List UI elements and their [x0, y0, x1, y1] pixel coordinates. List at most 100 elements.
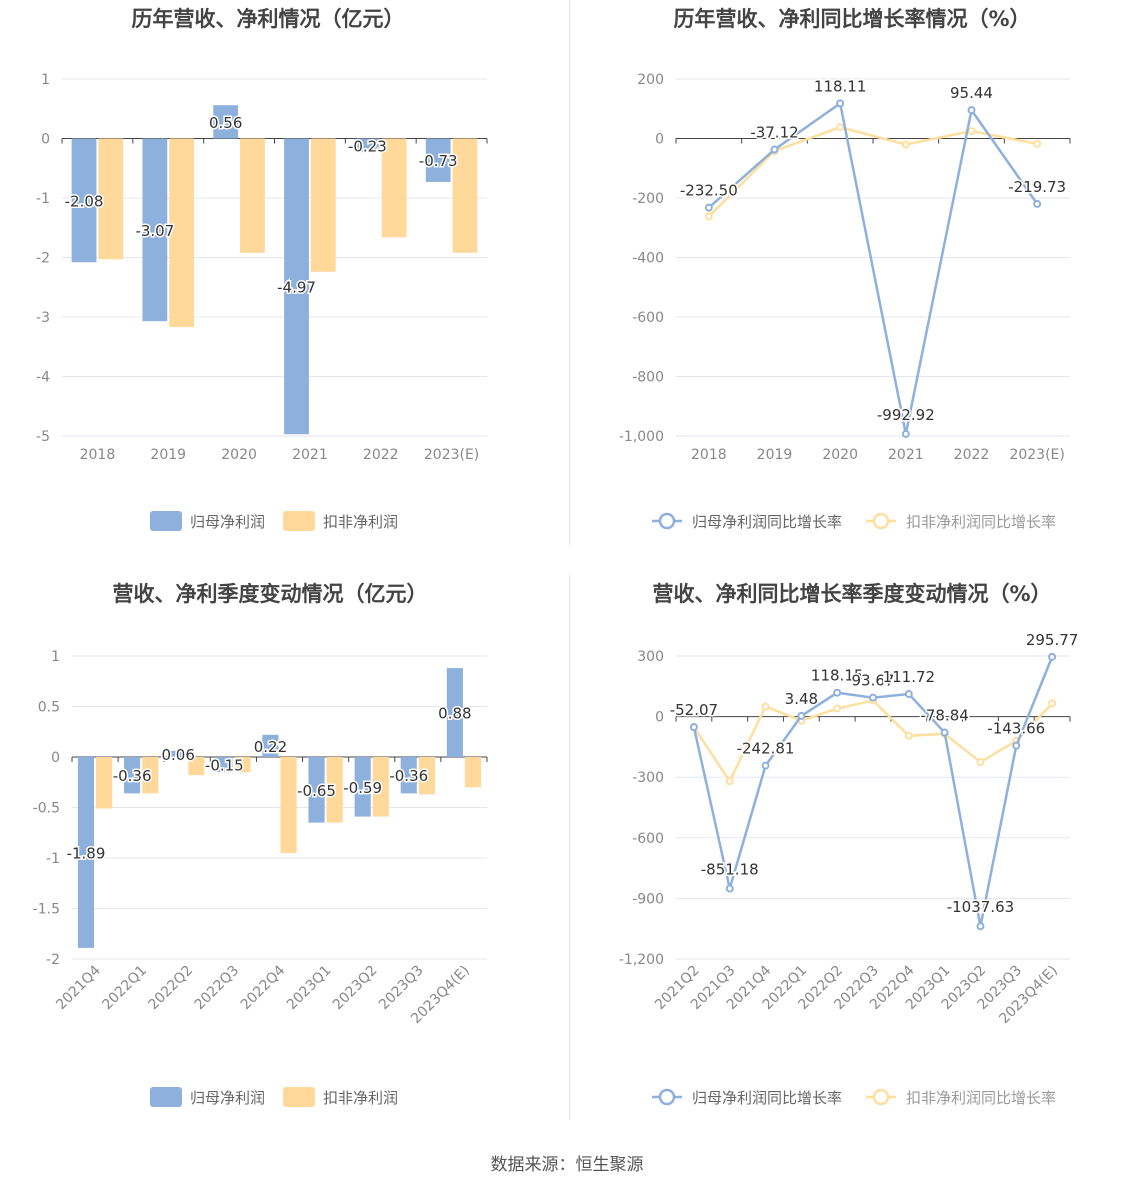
legend: 归母净利润 扣非净利润: [150, 511, 398, 531]
data-label: 95.44: [950, 84, 993, 102]
data-label: -0.15: [205, 757, 244, 775]
point-net-profit-growth: [1012, 741, 1021, 750]
data-label: -3.07: [135, 222, 174, 240]
x-tick-label: 2020: [221, 447, 257, 463]
legend: 归母净利润同比增长率 扣非净利润同比增长率: [652, 1088, 1056, 1107]
y-tick-label: -0.5: [33, 801, 60, 817]
point-deducted-profit-growth: [761, 702, 770, 711]
legend: 归母净利润同比增长率 扣非净利润同比增长率: [652, 512, 1056, 531]
annual-growth-chart: 历年营收、净利同比增长率情况（%） 200 0 -200 -400 -600 -800 -1,…: [619, 7, 1071, 531]
y-tick-label: -900: [632, 891, 664, 907]
legend-swatch-net-profit: [150, 1087, 182, 1107]
chart-title: 营收、净利同比增长率季度变动情况（%）: [652, 582, 1051, 606]
point-net-profit-growth: [770, 145, 779, 154]
point-net-profit-growth: [1048, 652, 1057, 661]
y-tick-label: 1: [51, 649, 60, 665]
bar-net-profit: [170, 750, 187, 757]
legend: 归母净利润 扣非净利润: [150, 1087, 398, 1107]
bar-deducted-profit: [418, 757, 435, 795]
y-tick-label: -600: [632, 310, 664, 326]
bar-deducted-profit: [98, 138, 124, 260]
point-deducted-profit-growth: [901, 140, 910, 149]
legend-marker: [658, 1088, 676, 1106]
y-tick-label: -300: [632, 770, 664, 786]
data-label: 0.56: [209, 114, 242, 132]
chart-title: 营收、净利季度变动情况（亿元）: [113, 582, 428, 606]
y-tick-label: -2: [36, 251, 50, 267]
point-net-profit-growth: [761, 761, 770, 770]
y-tick-label: 0: [655, 132, 664, 148]
bar-deducted-profit: [326, 757, 343, 823]
x-tick-label: 2023(E): [1009, 447, 1064, 463]
bar-net-profit: [425, 138, 451, 182]
bar-deducted-profit: [234, 757, 251, 773]
bar-deducted-profit: [464, 757, 482, 788]
bar-deducted-profit: [372, 757, 389, 817]
bar-deducted-profit: [96, 757, 113, 809]
data-label: 118.15: [811, 667, 864, 685]
point-net-profit-growth: [833, 688, 842, 697]
x-tick-label: 2023(E): [424, 447, 479, 463]
y-tick-label: -600: [632, 831, 664, 847]
point-net-profit-growth: [836, 99, 845, 108]
bar-net-profit: [216, 757, 233, 773]
legend-label: 扣非净利润: [323, 1089, 398, 1107]
point-net-profit-growth: [704, 203, 713, 212]
point-net-profit-growth: [725, 884, 734, 893]
bar-net-profit: [400, 757, 417, 794]
point-net-profit-growth: [1033, 199, 1042, 208]
y-tick-label: -3: [36, 310, 50, 326]
x-tick-label: 2023Q1: [284, 963, 335, 1014]
bar-net-profit: [354, 757, 371, 817]
y-tick-label: 300: [637, 649, 664, 665]
data-label: -219.73: [1008, 178, 1066, 196]
legend-swatch-deducted-profit: [283, 1087, 315, 1107]
bar-deducted-profit: [240, 138, 265, 253]
x-tick-label: 2021: [292, 447, 328, 463]
line-net-profit-growth: [708, 101, 1039, 435]
legend-label: 扣非净利润同比增长率: [906, 1089, 1056, 1107]
y-tick-label: -400: [632, 251, 664, 267]
data-label: 93.67: [852, 672, 895, 690]
legend-label: 扣非净利润同比增长率: [906, 513, 1056, 531]
line-deducted-profit-growth: [707, 125, 1038, 218]
x-tick-label: 2023Q2: [330, 963, 381, 1014]
point-deducted-profit-growth: [904, 731, 913, 740]
y-tick-label: 0: [655, 710, 664, 726]
data-label: -1037.63: [947, 898, 1014, 916]
y-tick-label: -1,200: [619, 952, 664, 968]
data-label: -242.81: [737, 740, 795, 758]
y-tick-label: -800: [632, 370, 664, 386]
bar-deducted-profit: [169, 138, 195, 328]
data-label: -0.23: [348, 137, 387, 155]
quarterly-growth-chart: 营收、净利同比增长率季度变动情况（%） 300 0 -300 -600 -900 -1,20…: [619, 582, 1080, 1107]
y-tick-label: 0.5: [38, 700, 60, 716]
point-deducted-profit-growth: [704, 212, 713, 221]
point-deducted-profit-growth: [967, 127, 976, 136]
y-tick-label: -1.5: [33, 902, 60, 918]
x-tick-label: 2018: [691, 447, 727, 463]
x-tick-label: 2022Q3: [192, 963, 243, 1014]
legend-swatch-net-profit: [150, 511, 182, 531]
y-tick-label: -1: [46, 851, 60, 867]
data-label: -0.65: [297, 782, 336, 800]
point-net-profit-growth: [901, 429, 910, 438]
data-label: -0.73: [419, 152, 458, 170]
data-label: 0.88: [438, 705, 471, 723]
x-tick-label: 2022: [363, 447, 399, 463]
legend-label: 归母净利润同比增长率: [692, 513, 842, 531]
data-label: -37.12: [750, 124, 798, 142]
bar-net-profit: [284, 138, 309, 435]
legend-marker: [872, 512, 890, 530]
point-net-profit-growth: [967, 106, 976, 115]
data-label: -851.18: [701, 861, 759, 879]
point-deducted-profit-growth: [833, 704, 842, 713]
legend-swatch-deducted-profit: [283, 511, 315, 531]
annual-profit-chart: 历年营收、净利情况（亿元） 1 0 -1 -2 -3 -4 -5 2018 2019 2020 202…: [36, 7, 488, 531]
point-net-profit-growth: [797, 711, 806, 720]
x-tick-label: 2022: [954, 447, 990, 463]
point-deducted-profit-growth: [1048, 699, 1057, 708]
panel-divider: [569, 0, 570, 545]
legend-label: 归母净利润: [190, 1089, 265, 1107]
data-label: -0.36: [113, 767, 152, 785]
